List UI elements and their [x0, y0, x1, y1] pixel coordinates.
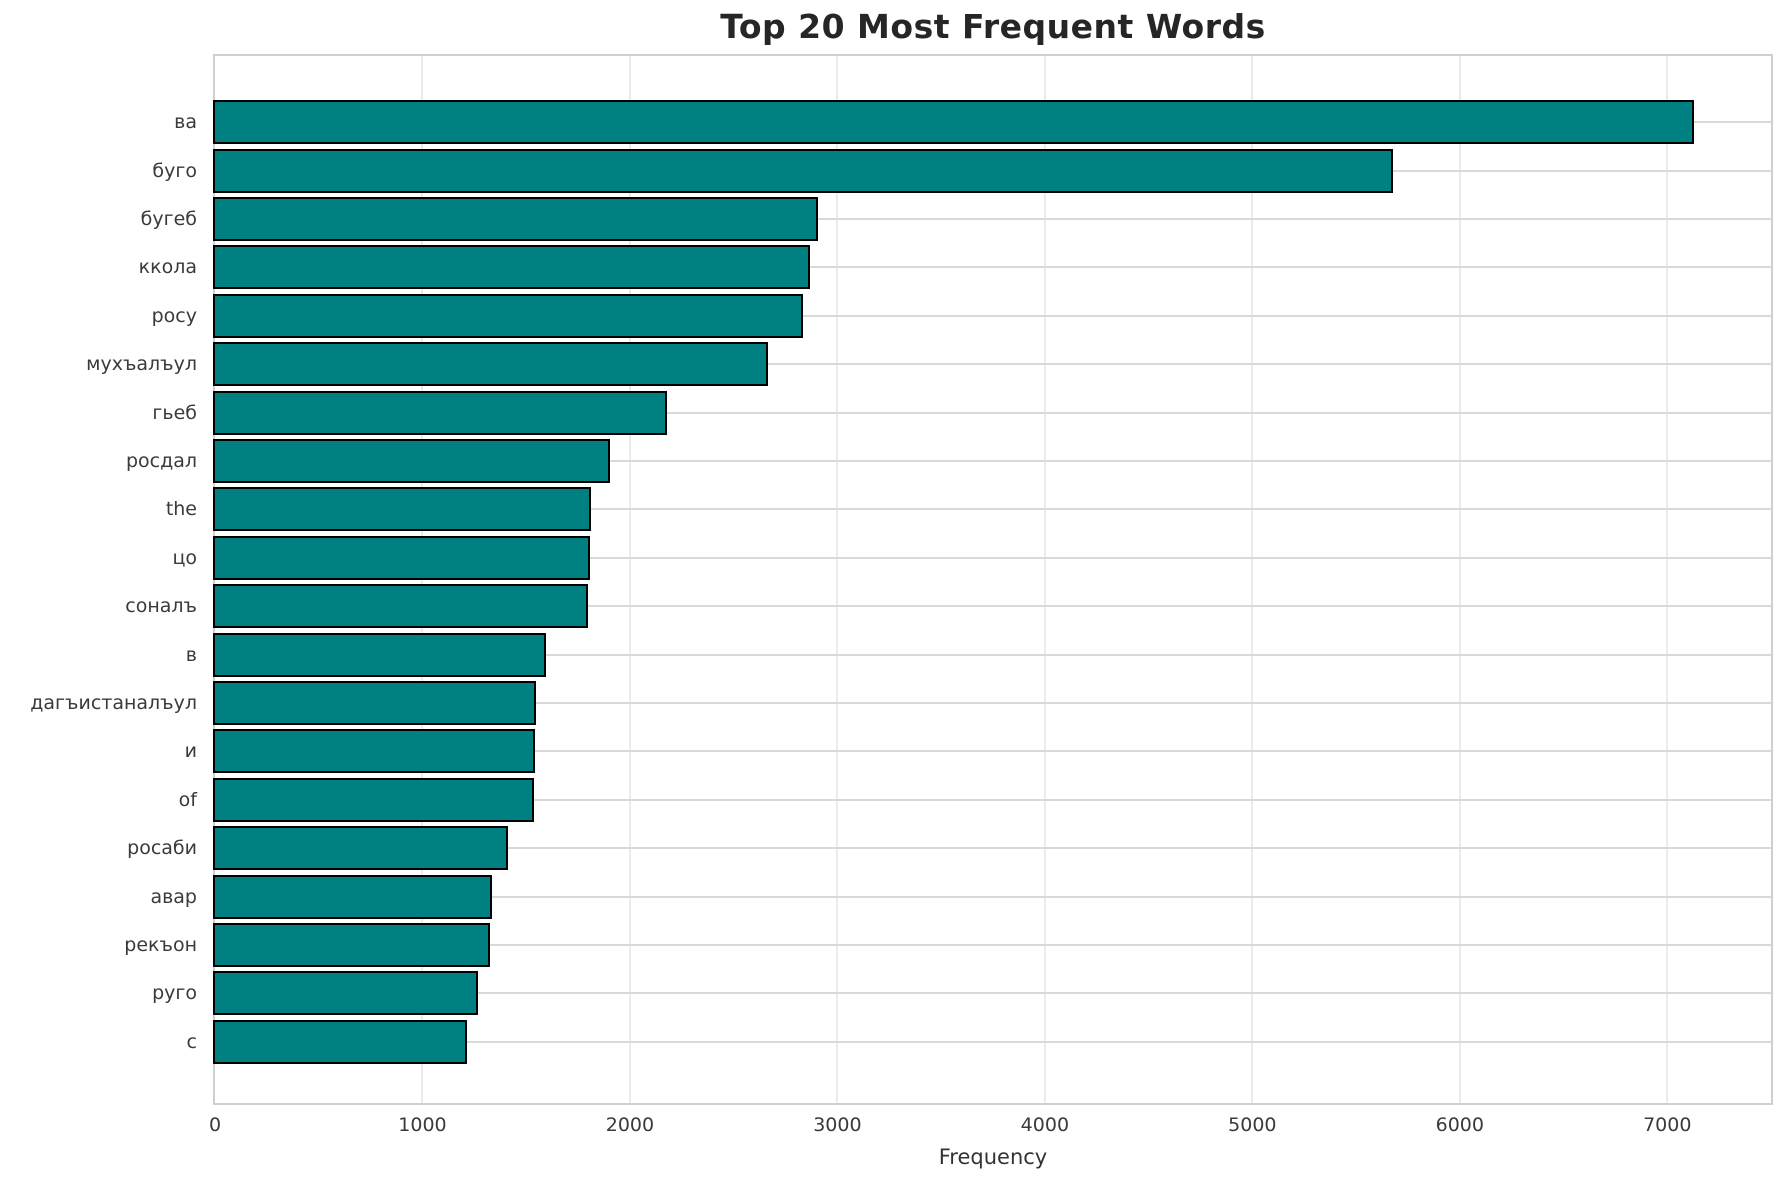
- y-gridline: [215, 798, 1771, 801]
- y-gridline: [215, 847, 1771, 850]
- frequency-bar: [213, 971, 479, 1016]
- y-tick-label: the: [165, 498, 197, 521]
- x-tick-label: 2000: [605, 1114, 655, 1136]
- frequency-bar: [213, 439, 611, 483]
- y-gridline: [215, 992, 1771, 995]
- y-tick-label: буго: [152, 159, 197, 182]
- frequency-bar: [213, 390, 668, 435]
- y-tick-label: рекъон: [124, 934, 197, 956]
- y-tick-label: и: [184, 740, 197, 763]
- x-gridline: [628, 56, 631, 1103]
- x-tick-label: 4000: [1020, 1114, 1070, 1136]
- x-tick-label: 3000: [813, 1114, 862, 1136]
- x-tick-label: 0: [208, 1114, 222, 1136]
- y-tick-label: авар: [150, 885, 197, 908]
- x-tick-label: 5000: [1228, 1114, 1277, 1136]
- frequency-bar: [213, 923, 491, 967]
- y-tick-label: бугеб: [140, 208, 197, 230]
- x-gridline: [836, 56, 839, 1103]
- frequency-bar: [213, 729, 535, 774]
- y-tick-label: в: [185, 643, 197, 666]
- y-gridline: [215, 605, 1771, 608]
- chart-title: Top 20 Most Frequent Words: [720, 7, 1266, 46]
- y-gridline: [215, 411, 1771, 414]
- x-tick-label: 6000: [1435, 1114, 1484, 1136]
- y-tick-label: росдал: [125, 450, 197, 472]
- y-tick-label: росу: [151, 304, 197, 327]
- y-tick-label: дагъистаналъул: [30, 692, 197, 714]
- y-tick-label: соналъ: [125, 595, 197, 618]
- x-tick-label: 7000: [1643, 1114, 1692, 1136]
- y-tick-label: цо: [172, 546, 197, 569]
- y-gridline: [215, 895, 1771, 898]
- frequency-bar: [213, 632, 546, 677]
- frequency-bar: [213, 1019, 468, 1064]
- y-tick-label: of: [178, 788, 197, 811]
- frequency-bar: [213, 148, 1394, 193]
- y-tick-label: ккола: [138, 256, 197, 279]
- y-gridline: [215, 944, 1771, 946]
- frequency-bar: [213, 487, 591, 532]
- frequency-bar: [213, 681, 536, 725]
- y-gridline: [215, 218, 1771, 220]
- x-axis-title: Frequency: [938, 1145, 1048, 1169]
- y-gridline: [215, 1040, 1771, 1043]
- y-tick-label: гьеб: [152, 401, 197, 424]
- frequency-bar: [213, 874, 492, 919]
- frequency-bar: [213, 584, 589, 629]
- frequency-bar: [213, 197, 818, 241]
- x-gridline: [1666, 56, 1669, 1103]
- plot-area: [213, 54, 1773, 1105]
- y-gridline: [215, 556, 1771, 559]
- y-tick-label: ва: [174, 111, 197, 134]
- y-gridline: [215, 653, 1771, 656]
- frequency-bar: [213, 342, 768, 387]
- frequency-bar: [213, 777, 535, 822]
- frequency-bar: [213, 293, 804, 338]
- y-gridline: [215, 460, 1771, 462]
- y-gridline: [215, 314, 1771, 317]
- frequency-bar: [213, 100, 1695, 145]
- x-gridline: [1458, 56, 1461, 1103]
- y-gridline: [215, 266, 1771, 269]
- frequency-bar: [213, 535, 590, 580]
- x-tick-label: 1000: [398, 1114, 447, 1136]
- x-gridline: [1043, 56, 1046, 1103]
- y-gridline: [215, 363, 1771, 366]
- y-gridline: [215, 702, 1771, 704]
- x-gridline: [1251, 56, 1254, 1103]
- y-gridline: [215, 750, 1771, 753]
- y-tick-label: мухъалъул: [86, 353, 197, 376]
- y-tick-label: росаби: [127, 837, 197, 860]
- frequency-bar: [213, 245, 810, 290]
- y-gridline: [215, 508, 1771, 511]
- frequency-bar: [213, 826, 509, 871]
- y-tick-label: руго: [152, 982, 197, 1005]
- y-tick-label: с: [186, 1030, 197, 1053]
